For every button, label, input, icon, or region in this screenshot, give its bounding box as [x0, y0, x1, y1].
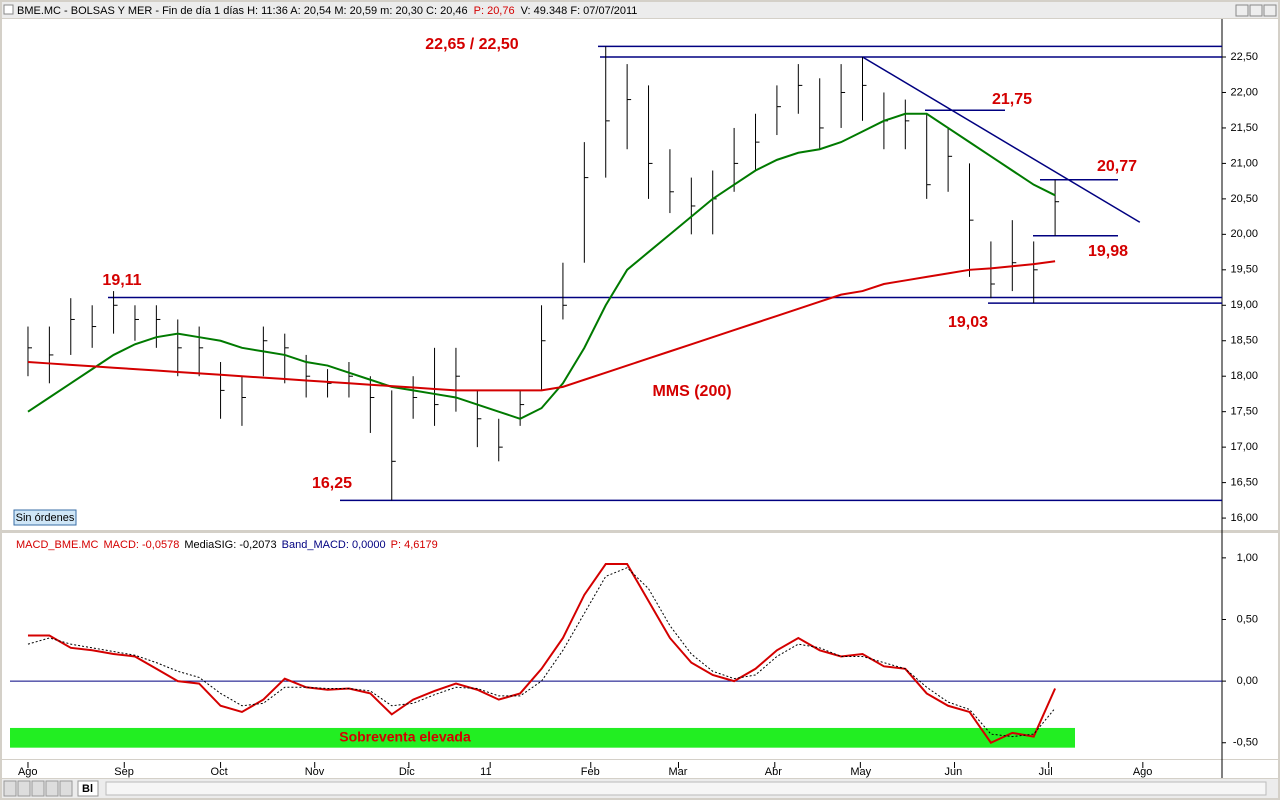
x-tick-label: Sep: [114, 766, 134, 778]
x-tick-label: Jun: [945, 766, 963, 778]
series-line: [27, 563, 1057, 745]
axis-strip: [2, 760, 1278, 778]
scroll-track[interactable]: [105, 781, 1267, 796]
annotation: 21,75: [992, 91, 1032, 108]
y-tick-label: 22,00: [1230, 86, 1258, 98]
header-p: P: 20,76: [474, 5, 515, 17]
p-value: P: 4,6179: [391, 539, 438, 551]
x-tick-label: Mar: [668, 766, 687, 778]
annotation: 19,03: [948, 314, 988, 331]
x-tick-label: Dic: [399, 766, 415, 778]
header-main: BME.MC - BOLSAS Y MER - Fin de día 1 día…: [17, 5, 468, 17]
y-tick-label: 20,00: [1230, 228, 1258, 240]
y-tick-label: 18,50: [1230, 335, 1258, 347]
annotation: 19,11: [102, 272, 141, 289]
x-tick-label: Abr: [765, 766, 782, 778]
series-line: [27, 112, 1056, 420]
minimize[interactable]: [1235, 4, 1249, 17]
macd-header: MACD_BME.MC MACD: -0,0578 MediaSIG: -0,207…: [16, 539, 438, 551]
y-tick-label: 0,50: [1237, 613, 1258, 625]
header-v: V: 49.348 F: 07/07/2011: [521, 5, 638, 17]
signal-value: MediaSIG: -0,2073: [184, 539, 276, 551]
x-tick-label: Nov: [305, 766, 325, 778]
y-tick-label: 22,50: [1230, 51, 1258, 63]
nav-tab[interactable]: [77, 780, 99, 797]
nav-last[interactable]: [45, 780, 59, 797]
annotation: 22,65 / 22,50: [425, 36, 519, 53]
y-tick-label: 17,00: [1230, 441, 1258, 453]
y-tick-label: 21,00: [1230, 157, 1258, 169]
macd-value: MACD: -0,0578: [104, 539, 180, 551]
series-line: [27, 567, 1056, 738]
nav-next[interactable]: [31, 780, 45, 797]
x-tick-label: May: [850, 766, 871, 778]
nav-end[interactable]: [59, 780, 73, 797]
orders-button-label[interactable]: Sin órdenes: [16, 512, 75, 524]
window-menu[interactable]: [3, 4, 14, 15]
series-line: [27, 260, 1056, 392]
x-tick-label: Ago: [1133, 766, 1153, 778]
y-tick-label: 16,00: [1230, 512, 1258, 524]
maximize[interactable]: [1249, 4, 1263, 17]
x-tick-label: Ago: [18, 766, 38, 778]
title-bar: [2, 2, 1278, 18]
x-tick-label: Oct: [211, 766, 228, 778]
nav-first[interactable]: [3, 780, 17, 797]
orders-button[interactable]: [13, 509, 77, 526]
x-tick-label: 11: [480, 766, 491, 778]
macd-panel: [2, 533, 1278, 759]
trend-line: [862, 56, 1141, 223]
close[interactable]: [1263, 4, 1277, 17]
y-tick-label: -0,50: [1233, 737, 1258, 749]
y-tick-label: 19,00: [1230, 299, 1258, 311]
y-tick-label: 16,50: [1230, 477, 1258, 489]
annotation: 16,25: [312, 475, 352, 492]
oversold-band: [10, 727, 1075, 748]
x-tick-label: Jul: [1039, 766, 1053, 778]
annotation: 20,77: [1097, 158, 1137, 175]
y-tick-label: 0,00: [1237, 675, 1258, 687]
y-tick-label: 1,00: [1237, 552, 1258, 564]
series-label: MMS (200): [652, 383, 731, 400]
y-tick-label: 19,50: [1230, 264, 1258, 276]
y-tick-label: 20,50: [1230, 193, 1258, 205]
price-panel: [2, 19, 1278, 530]
oversold-label: Sobreventa elevada: [339, 729, 471, 745]
x-tick-label: Feb: [581, 766, 600, 778]
macd-name: MACD_BME.MC: [16, 539, 99, 551]
band-value: Band_MACD: 0,0000: [282, 539, 386, 551]
y-tick-label: 21,50: [1230, 122, 1258, 134]
annotation: 19,98: [1088, 243, 1128, 260]
y-tick-label: 18,00: [1230, 370, 1258, 382]
y-tick-label: 17,50: [1230, 406, 1258, 418]
nav-tab-label[interactable]: Bl: [82, 783, 93, 795]
header: BME.MC - BOLSAS Y MER - Fin de día 1 día…: [17, 5, 637, 17]
nav-prev[interactable]: [17, 780, 31, 797]
